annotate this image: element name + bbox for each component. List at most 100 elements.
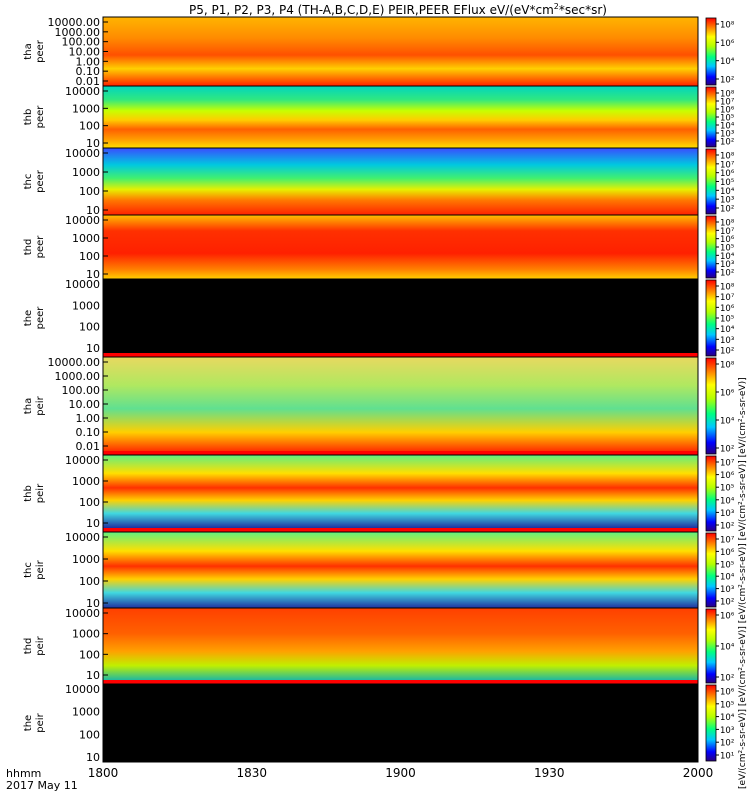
y-tick-label: 10000	[65, 278, 100, 291]
colorbar-tick-label: 10⁵	[720, 114, 734, 124]
colorbar-tick-label: 10⁸	[720, 21, 735, 31]
y-tick-label: 1000	[72, 706, 100, 719]
colorbar-tick-label: 10⁷	[720, 536, 735, 546]
panel-thb-peer: 10000 1000 100 10 thb peer 10⁸10⁷10⁶10⁵10⁴10³1…	[23, 85, 735, 150]
colorbar-tick-label: 10⁴	[720, 573, 735, 583]
colorbar-tick-label: 10⁵	[720, 315, 734, 325]
colorbar-tick-label: 10³	[720, 509, 734, 519]
colorbar-tick-label: 10⁵	[720, 700, 734, 710]
colorbar-tick-label: 10⁶	[720, 304, 735, 314]
panel-product-label: peir	[35, 559, 46, 579]
colorbar-the-peer	[705, 279, 717, 357]
colorbar-tick-label: 10⁷	[720, 98, 735, 108]
panel-product-label: peer	[35, 235, 46, 259]
y-tick-label: 0.01	[76, 75, 101, 88]
panel-stack: 10000.001000.00100.0010.001.000.100.01th…	[23, 16, 735, 764]
y-tick-label: 10	[86, 204, 100, 217]
colorbar-tick-label: 10³	[720, 585, 734, 595]
y-tick-label: 0.10	[76, 65, 101, 78]
y-tick-label: 10	[86, 517, 100, 530]
panel-product-label: peer	[35, 105, 46, 129]
colorbar-tick-label: 10⁵	[720, 244, 734, 254]
panel-probe-label: the	[23, 715, 34, 731]
y-tick-label: 10000	[65, 683, 100, 696]
panel-probe-label: tha	[23, 398, 34, 414]
colorbar-tick-label: 10⁵	[720, 178, 734, 188]
x-tick-label: 1900	[385, 766, 416, 780]
colorbar-tick-label: 10⁶	[720, 471, 735, 481]
spectrogram-the-peer	[103, 279, 698, 353]
colorbar-tick-label: 10⁸	[720, 219, 735, 229]
colorbar-tick-label: 10²	[720, 445, 734, 455]
colorbar-thb-peer	[705, 86, 717, 148]
spectrogram-thd-peer	[103, 215, 698, 279]
colorbar-thd-peer	[705, 215, 717, 279]
colorbar-label: [eV/(cm²-s-sr-eV)] [eV/(cm²-s-sr-eV)] [e…	[738, 377, 748, 789]
y-tick-label: 100.00	[62, 384, 101, 397]
y-tick-label: 100	[79, 185, 100, 198]
panel-probe-label: thd	[23, 638, 34, 655]
colorbar-tick-label: 10⁶	[720, 389, 735, 399]
spectrogram-tha-peir	[103, 357, 698, 451]
colorbar-tick-label: 10³	[720, 726, 734, 736]
colorbar-tick-label: 10⁸	[720, 90, 735, 100]
colorbar-tick-label: 10¹	[720, 752, 734, 762]
panel-probe-label: thb	[23, 109, 34, 126]
colorbar-tick-label: 10⁴	[720, 187, 735, 197]
panel-product-label: peer	[35, 169, 46, 193]
spectrogram-thd-peir	[103, 608, 698, 680]
colorbar-tick-label: 10⁷	[720, 160, 735, 170]
colorbar-tick-label: 10²	[720, 598, 734, 608]
colorbar-tick-label: 10⁸	[720, 283, 735, 293]
panel-probe-label: tha	[23, 43, 34, 59]
colorbar-tick-label: 10²	[720, 674, 734, 684]
colorbar-tick-label: 10⁶	[720, 548, 735, 558]
quality-flag-bar	[103, 680, 698, 684]
panel-the-peer: 10000 1000 100 10 the peer 10⁸10⁷10⁶10⁵10⁴10³1…	[23, 278, 735, 358]
y-tick-label: 1.00	[76, 412, 101, 425]
y-tick-label: 1000.00	[55, 370, 101, 383]
panel-thd-peer: 10000 1000 100 10 thd peer 10⁸10⁷10⁶10⁵10⁴10³1…	[23, 214, 735, 281]
colorbar-tick-label: 10⁸	[720, 361, 735, 371]
colorbar-tick-label: 10⁷	[720, 459, 735, 469]
colorbar-tick-label: 10⁷	[720, 293, 735, 303]
colorbar-tick-label: 10⁶	[720, 688, 735, 698]
y-tick-label: 100.00	[62, 36, 101, 49]
panel-probe-label: thb	[23, 485, 34, 502]
y-tick-label: 1000	[72, 475, 100, 488]
panel-probe-label: thc	[23, 562, 34, 578]
panel-probe-label: the	[23, 310, 34, 326]
panel-product-label: peir	[35, 635, 46, 655]
colorbar-tick-label: 10⁶	[720, 235, 735, 245]
panel-product-label: peer	[35, 39, 46, 63]
colorbar-thd-peir	[705, 608, 717, 684]
colorbar-the-peir	[705, 684, 717, 762]
panel-product-label: peir	[35, 712, 46, 732]
y-tick-label: 1000	[72, 628, 100, 641]
colorbar-tick-label: 10³	[720, 336, 734, 346]
colorbar-tha-peer	[705, 17, 717, 86]
colorbar-tick-label: 10²	[720, 138, 734, 148]
y-tick-label: 1000	[72, 102, 100, 115]
x-axis-label-hhmm: hhmm	[6, 767, 41, 780]
y-tick-label: 100	[79, 575, 100, 588]
colorbar-tick-label: 10²	[720, 347, 734, 357]
y-tick-label: 100	[79, 250, 100, 263]
y-tick-label: 10000.00	[48, 16, 101, 29]
colorbar-tick-label: 10³	[720, 130, 734, 140]
spectrogram-thb-peer	[103, 86, 698, 148]
panel-thb-peir: 10000 1000 100 10 thb peir 10⁷ 10⁶ 10⁵ 10⁴ 10³ 10²	[23, 454, 735, 533]
colorbar-tick-label: 10⁶	[720, 612, 735, 622]
y-tick-label: 0.01	[76, 440, 101, 453]
y-tick-label: 100	[79, 496, 100, 509]
y-tick-label: 10	[86, 342, 100, 355]
colorbar-tick-label: 10³	[720, 260, 734, 270]
y-tick-label: 10	[86, 597, 100, 610]
y-tick-label: 1000	[72, 299, 100, 312]
y-tick-label: 1000	[72, 232, 100, 245]
panel-thc-peer: 10000 1000 100 10 thc peer 10⁸10⁷10⁶10⁵10⁴10³1…	[23, 147, 735, 217]
colorbar-tick-label: 10²	[720, 76, 734, 86]
colorbar-tha-peir	[705, 357, 717, 455]
colorbar-tick-label: 10⁴	[720, 122, 735, 132]
